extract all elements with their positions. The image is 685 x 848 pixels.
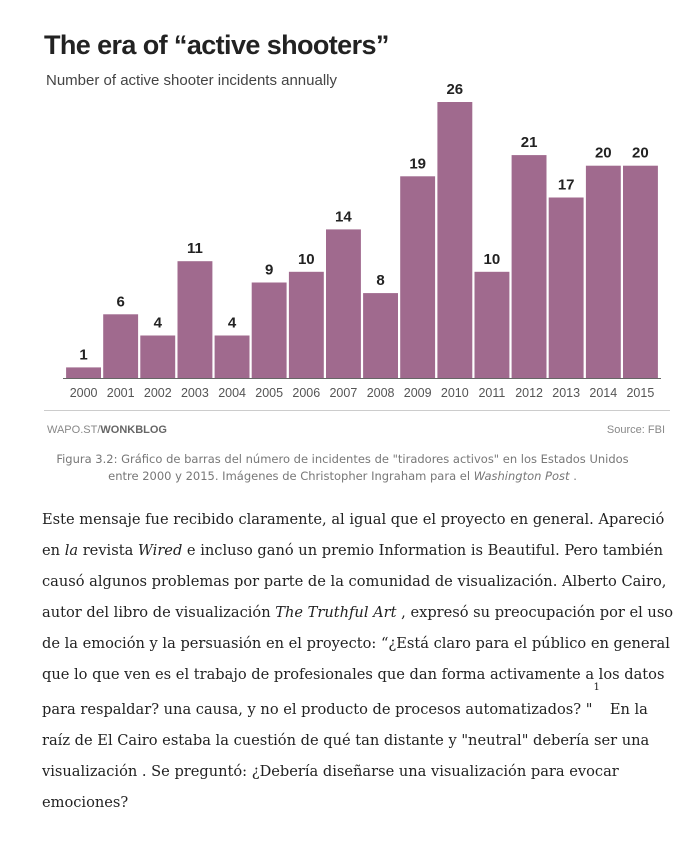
- text-run: , expresó su preocupación por el uso de …: [42, 604, 674, 718]
- credit-brand: WONKBLOG: [100, 424, 167, 436]
- text-run: Este mensaje fue recibido claramente, al…: [42, 511, 665, 559]
- x-tick-2006: 2006: [292, 386, 320, 400]
- bar-2004: [214, 335, 250, 378]
- x-tick-2011: 2011: [478, 386, 505, 400]
- value-label-2010: 26: [446, 81, 463, 98]
- x-tick-2000: 2000: [70, 386, 98, 400]
- value-label-2007: 14: [335, 208, 352, 225]
- bar-2015: [623, 165, 658, 378]
- x-tick-2007: 2007: [329, 386, 357, 400]
- chart-title: The era of “active shooters”: [44, 30, 389, 60]
- value-label-2001: 6: [117, 293, 125, 310]
- value-label-2002: 4: [154, 315, 163, 332]
- bar-2009: [400, 176, 436, 378]
- x-tick-2005: 2005: [255, 386, 283, 400]
- caption-text: Figura 3.2: Gráfico de barras del número…: [56, 452, 629, 483]
- x-tick-2001: 2001: [107, 386, 135, 400]
- x-tick-2010: 2010: [441, 386, 469, 400]
- value-label-2009: 19: [409, 155, 426, 172]
- credit-line: WAPO.ST/WONKBLOG: [47, 424, 167, 436]
- x-tick-2013: 2013: [552, 386, 580, 400]
- bar-2007: [326, 229, 361, 378]
- x-tick-2003: 2003: [181, 386, 209, 400]
- text-run: En la raíz de El Cairo estaba la cuestió…: [42, 700, 650, 811]
- bar-2002: [140, 335, 176, 378]
- x-tick-2008: 2008: [367, 386, 395, 400]
- x-tick-2002: 2002: [144, 386, 172, 400]
- value-label-2005: 9: [265, 262, 273, 279]
- bar-2012: [511, 155, 547, 378]
- caption-italic: Washington Post: [473, 469, 570, 483]
- bar-2011: [474, 271, 510, 378]
- figure-caption: Figura 3.2: Gráfico de barras del número…: [40, 451, 645, 485]
- chart-subtitle: Number of active shooter incidents annua…: [46, 72, 337, 89]
- value-label-2008: 8: [376, 272, 384, 289]
- bar-2001: [103, 314, 139, 378]
- footnote-marker[interactable]: 1: [593, 682, 600, 693]
- credit-prefix: WAPO.ST/: [47, 424, 101, 436]
- text-run: revista: [78, 542, 138, 559]
- value-label-2014: 20: [595, 145, 612, 162]
- x-tick-2015: 2015: [626, 386, 654, 400]
- x-tick-2009: 2009: [404, 386, 432, 400]
- value-label-2015: 20: [632, 145, 649, 162]
- bar-2003: [177, 261, 213, 378]
- body-paragraph: Este mensaje fue recibido claramente, al…: [42, 504, 678, 818]
- value-label-2006: 10: [298, 251, 315, 268]
- text-italic: la: [64, 542, 79, 559]
- source-note: Source: FBI: [606, 424, 665, 436]
- bar-2005: [251, 282, 287, 378]
- value-label-2004: 4: [228, 315, 237, 332]
- value-label-2003: 11: [187, 240, 203, 257]
- bar-2006: [288, 271, 324, 378]
- value-label-2013: 17: [558, 177, 575, 194]
- value-label-2012: 21: [521, 134, 538, 151]
- bar-2010: [437, 102, 473, 378]
- text-run: e incluso ganó un premio Information is …: [42, 542, 667, 621]
- bar-2013: [548, 197, 584, 378]
- x-tick-2014: 2014: [589, 386, 617, 400]
- x-tick-2012: 2012: [515, 386, 543, 400]
- value-label-2011: 10: [484, 251, 501, 268]
- text-italic: Wired: [137, 542, 183, 559]
- bar-chart: 1 2000 6 2001 4 2002 11 2003 4 2004 9 2005 10 2006 14 2…: [63, 81, 661, 400]
- bar-2000: [66, 367, 101, 378]
- value-label-2000: 1: [79, 346, 87, 363]
- paragraph: Este mensaje fue recibido claramente, al…: [42, 504, 678, 818]
- caption-end: .: [569, 469, 577, 483]
- bar-2008: [363, 293, 398, 378]
- x-tick-2004: 2004: [218, 386, 246, 400]
- book-title: The Truthful Art: [275, 604, 397, 621]
- bar-2014: [585, 165, 621, 378]
- divider: [44, 410, 670, 411]
